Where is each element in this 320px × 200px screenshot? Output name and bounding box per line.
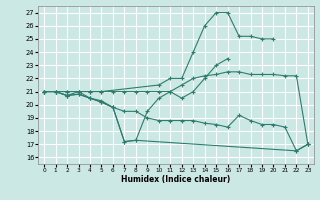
X-axis label: Humidex (Indice chaleur): Humidex (Indice chaleur) <box>121 175 231 184</box>
